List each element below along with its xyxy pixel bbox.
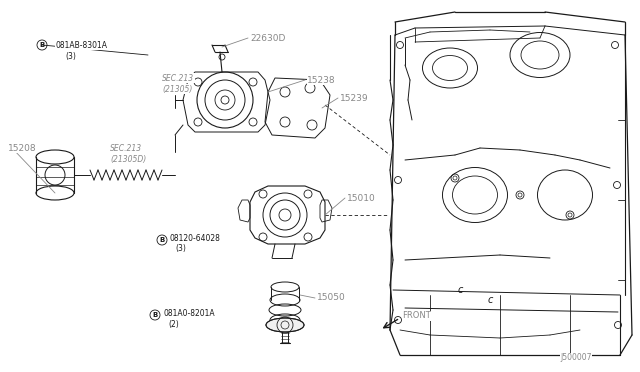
Text: B: B — [40, 42, 45, 48]
Circle shape — [157, 235, 167, 245]
Text: (3): (3) — [175, 244, 186, 253]
Circle shape — [150, 310, 160, 320]
Text: (3): (3) — [65, 51, 76, 61]
Text: FRONT: FRONT — [402, 311, 431, 321]
Text: SEC.213: SEC.213 — [162, 74, 194, 83]
Text: SEC.213: SEC.213 — [110, 144, 142, 153]
Text: B: B — [152, 312, 157, 318]
Text: (2): (2) — [168, 320, 179, 328]
Text: c: c — [487, 295, 493, 305]
Text: 15239: 15239 — [340, 93, 369, 103]
Text: 15208: 15208 — [8, 144, 36, 153]
Text: B: B — [159, 237, 164, 243]
Text: 08120-64028: 08120-64028 — [170, 234, 221, 243]
Text: (21305): (21305) — [162, 84, 193, 93]
Text: 081A0-8201A: 081A0-8201A — [163, 308, 214, 317]
Circle shape — [37, 40, 47, 50]
Text: 15010: 15010 — [347, 193, 376, 202]
Text: J500007: J500007 — [560, 353, 591, 362]
Text: 15050: 15050 — [317, 294, 346, 302]
Text: 15238: 15238 — [307, 76, 335, 84]
Text: 22630D: 22630D — [250, 33, 285, 42]
Text: (21305D): (21305D) — [110, 154, 147, 164]
Text: 081AB-8301A: 081AB-8301A — [55, 41, 107, 49]
Ellipse shape — [266, 318, 304, 332]
Text: c: c — [458, 285, 463, 295]
